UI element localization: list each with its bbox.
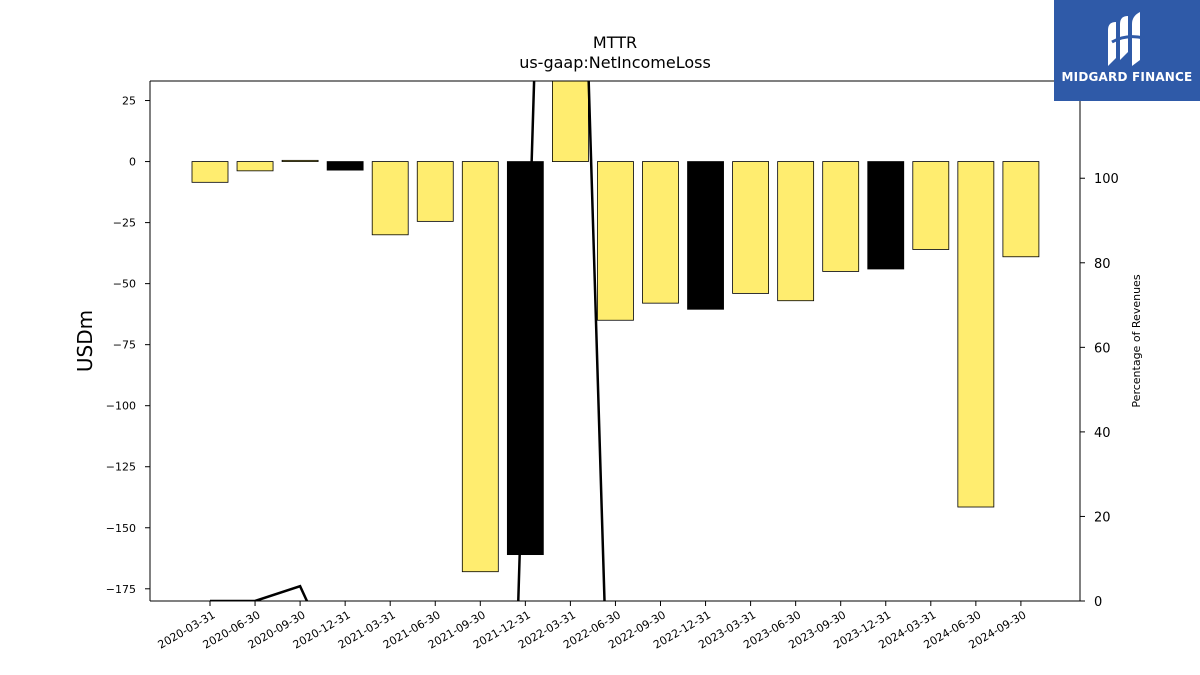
y2-tick-label: 40 — [1094, 426, 1111, 441]
logo-mark-icon — [1108, 12, 1145, 66]
bar-2020-12-31 — [326, 161, 364, 171]
bar-2024-09-30 — [1002, 161, 1040, 258]
y-tick-label: −25 — [113, 217, 136, 230]
y-tick-label: −50 — [113, 278, 136, 291]
bar-2024-03-31 — [912, 161, 950, 250]
bar-2021-09-30 — [461, 161, 499, 573]
revenue-pct-line-1 — [517, 81, 606, 601]
y-axis-label: USDm — [73, 310, 97, 372]
y-tick-label: −100 — [106, 400, 136, 413]
bar-2024-06-30 — [957, 161, 995, 508]
y2-tick-label: 20 — [1094, 510, 1111, 525]
revenue-pct-line-0 — [210, 584, 309, 601]
bar-2023-06-30 — [777, 161, 815, 302]
chart-title: MTTR — [593, 33, 637, 52]
bar-2023-09-30 — [822, 161, 860, 272]
chart-subtitle: us-gaap:NetIncomeLoss — [519, 53, 711, 72]
bar-2022-12-31 — [687, 161, 724, 310]
y2-tick-label: 100 — [1094, 172, 1119, 187]
y2-tick-label: 80 — [1094, 257, 1111, 272]
bar-2022-03-31 — [552, 80, 589, 162]
bar-2022-06-30 — [597, 161, 634, 321]
y2-axis-label: Percentage of Revenues — [1130, 274, 1143, 407]
bar-2021-03-31 — [371, 161, 409, 236]
y-tick-label: −75 — [113, 339, 136, 352]
y-tick-label: 25 — [122, 95, 136, 108]
bar-2021-06-30 — [416, 161, 454, 222]
y-tick-label: −125 — [106, 461, 136, 474]
bar-2023-12-31 — [867, 161, 905, 270]
y2-tick-label: 0 — [1094, 595, 1102, 610]
bar-2023-03-31 — [732, 161, 769, 294]
logo-text: MIDGARD FINANCE — [1061, 70, 1193, 84]
bar-2020-06-30 — [236, 161, 274, 172]
bar-2022-09-30 — [642, 161, 679, 304]
bar-2020-03-31 — [191, 161, 229, 183]
y-tick-label: −175 — [106, 583, 136, 596]
bar-2020-09-30 — [281, 159, 319, 162]
y-tick-label: 0 — [129, 156, 136, 169]
midgard-finance-logo: MIDGARD FINANCE — [1054, 0, 1200, 101]
y2-tick-label: 60 — [1094, 341, 1111, 356]
y-tick-label: −150 — [106, 522, 136, 535]
